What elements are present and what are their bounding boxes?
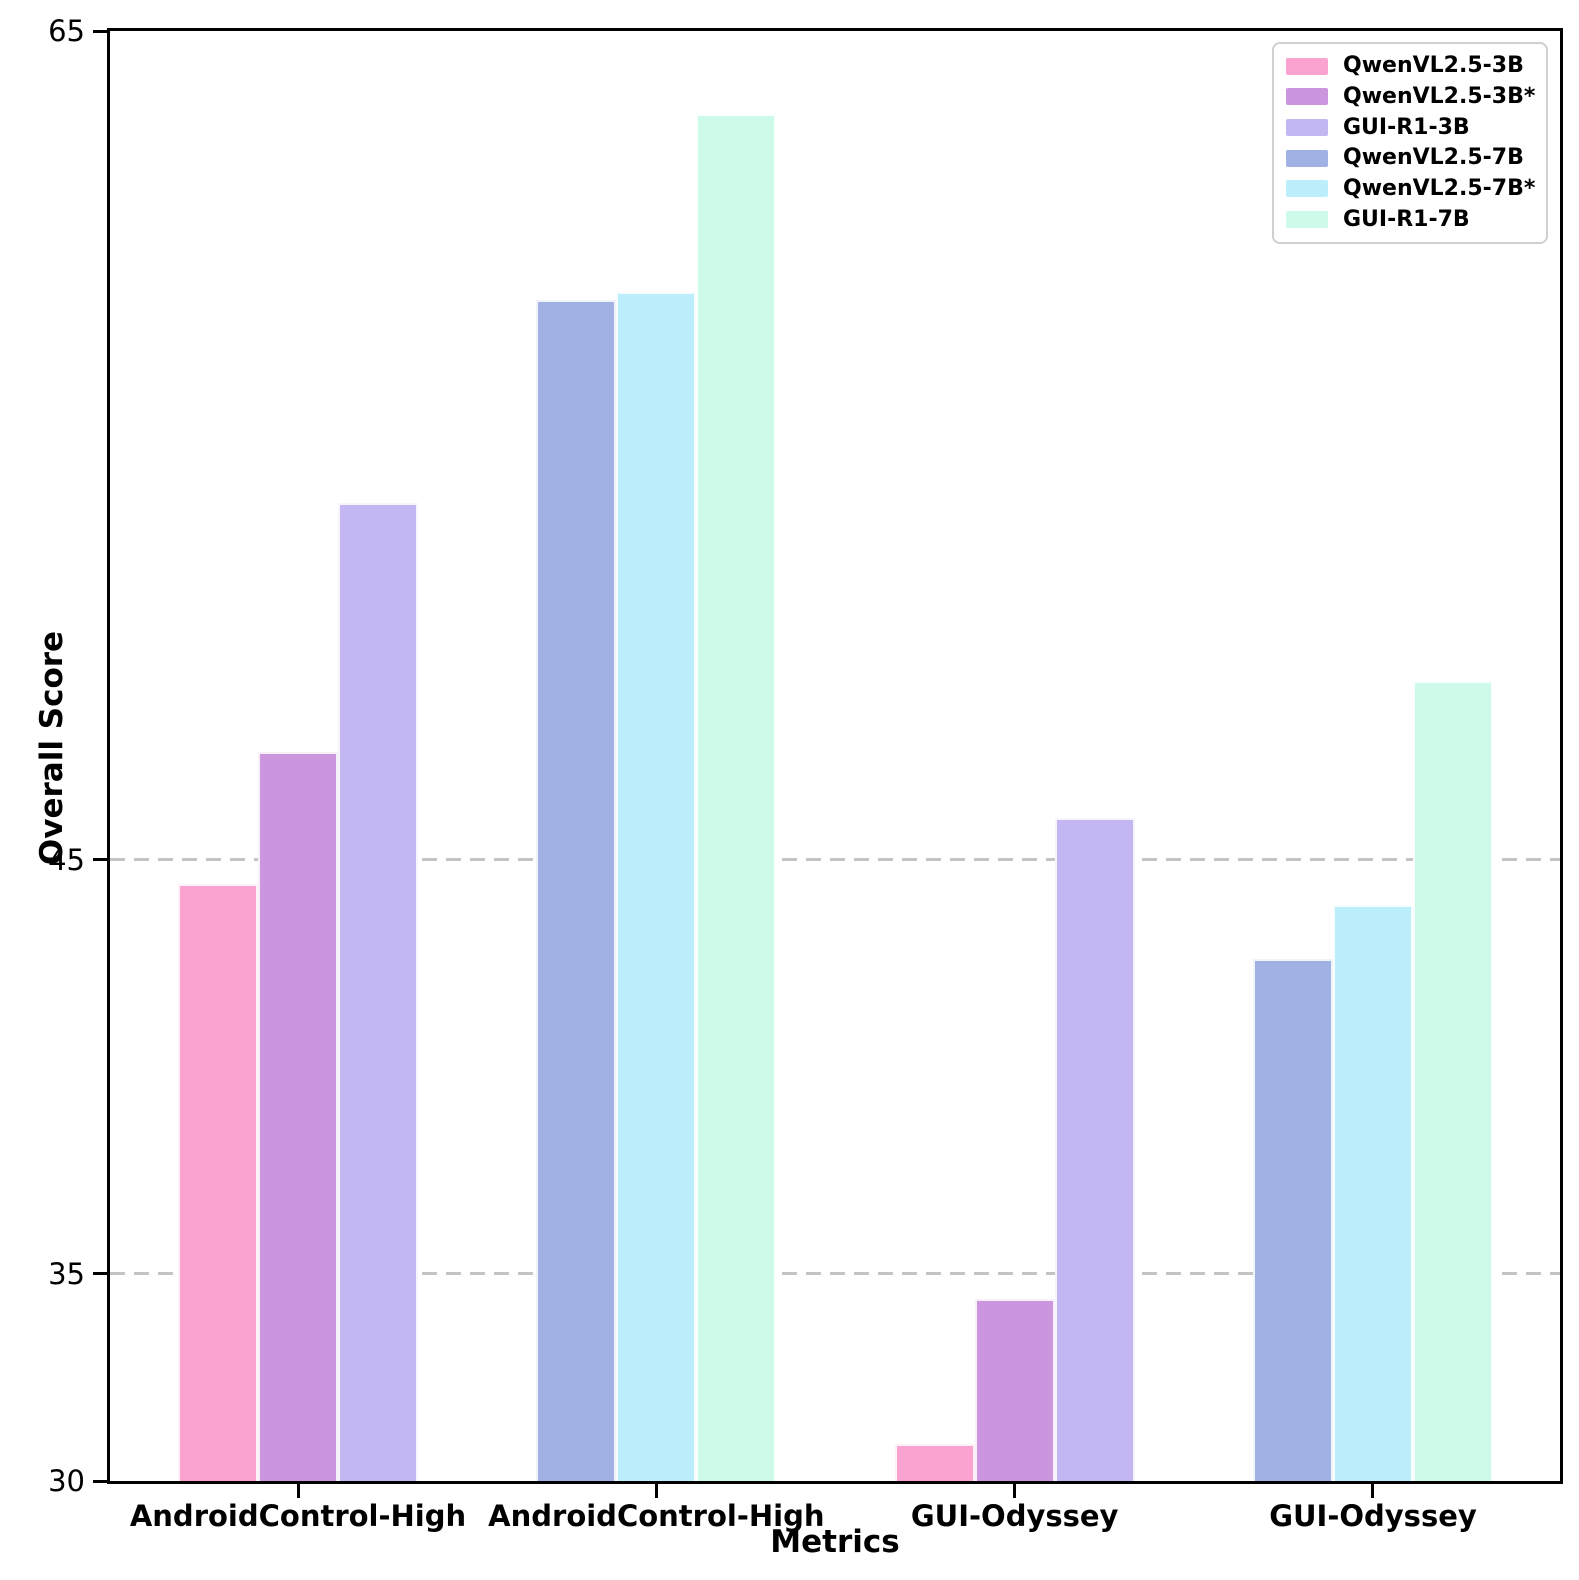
legend-entry-QwenVL2.5-3B: QwenVL2.5-3B [1286, 51, 1534, 81]
bar-QwenVL2.5-3B-AndroidControl-High-0 [178, 884, 258, 1481]
legend-swatch-QwenVL2.5-3B [1286, 57, 1328, 75]
x-axis-title: Metrics [770, 1524, 900, 1560]
legend-label-QwenVL2.5-3B: QwenVL2.5-3B [1343, 53, 1524, 79]
bar-GUI-R1-3B-AndroidControl-High-0 [338, 503, 418, 1481]
legend-label-QwenVL2.5-3B*: QwenVL2.5-3B* [1343, 83, 1536, 109]
legend-entry-QwenVL2.5-3B*: QwenVL2.5-3B* [1286, 82, 1536, 112]
y-tick-label-65: 65 [48, 14, 85, 48]
legend-swatch-QwenVL2.5-3B* [1286, 88, 1328, 106]
y-tick-mark-65 [93, 29, 107, 33]
y-tick-label-30: 30 [48, 1464, 85, 1498]
bar-GUI-R1-7B-AndroidControl-High-1 [696, 113, 777, 1481]
y-tick-label-35: 35 [48, 1256, 85, 1291]
bar-QwenVL2.5-7B-GUI-Odyssey-3 [1252, 959, 1333, 1481]
bar-QwenVL2.5-3B*-GUI-Odyssey-2 [974, 1298, 1055, 1481]
x-tick-mark-2 [1013, 1484, 1017, 1498]
gridline-y-35 [110, 1272, 1560, 1276]
legend: QwenVL2.5-3B QwenVL2.5-3B* GUI-R1-3B QwenVL… [1272, 42, 1548, 244]
bar-QwenVL2.5-7B*-GUI-Odyssey-3 [1332, 905, 1413, 1481]
legend-swatch-QwenVL2.5-7B* [1286, 180, 1328, 198]
x-tick-label-1: AndroidControl-High [488, 1499, 825, 1533]
bar-QwenVL2.5-7B-AndroidControl-High-1 [536, 300, 617, 1481]
legend-entry-GUI-R1-7B: GUI-R1-7B [1286, 205, 1534, 235]
plot-area [107, 28, 1563, 1484]
legend-swatch-GUI-R1-3B [1286, 119, 1328, 137]
legend-label-QwenVL2.5-7B*: QwenVL2.5-7B* [1343, 175, 1536, 201]
legend-swatch-GUI-R1-7B [1286, 211, 1328, 229]
bar-GUI-R1-3B-GUI-Odyssey-2 [1054, 818, 1135, 1481]
bar-QwenVL2.5-7B*-AndroidControl-High-1 [616, 292, 697, 1481]
y-tick-mark-45 [93, 858, 107, 862]
gridline-y-45 [110, 858, 1560, 862]
x-tick-label-2: GUI-Odyssey [910, 1499, 1119, 1533]
x-tick-label-0: AndroidControl-High [129, 1499, 467, 1533]
y-tick-label-45: 45 [48, 842, 85, 877]
legend-entry-GUI-R1-3B: GUI-R1-3B [1286, 113, 1534, 143]
legend-entry-QwenVL2.5-7B: QwenVL2.5-7B [1286, 143, 1534, 173]
x-tick-mark-1 [654, 1484, 658, 1498]
y-tick-mark-30 [93, 1479, 107, 1483]
y-axis-title: Overall Score [34, 630, 70, 866]
legend-label-GUI-R1-3B: GUI-R1-3B [1343, 114, 1470, 140]
y-tick-mark-35 [93, 1272, 107, 1276]
legend-label-QwenVL2.5-7B: QwenVL2.5-7B [1343, 145, 1524, 171]
plot-inner [110, 31, 1560, 1481]
x-tick-mark-0 [296, 1484, 300, 1498]
x-tick-label-3: GUI-Odyssey [1269, 1499, 1477, 1533]
x-tick-mark-3 [1371, 1484, 1375, 1498]
legend-entry-QwenVL2.5-7B*: QwenVL2.5-7B* [1286, 174, 1536, 204]
legend-swatch-QwenVL2.5-7B [1286, 149, 1328, 167]
bar-GUI-R1-7B-GUI-Odyssey-3 [1412, 681, 1493, 1481]
bar-QwenVL2.5-3B-GUI-Odyssey-2 [894, 1443, 975, 1481]
legend-label-GUI-R1-7B: GUI-R1-7B [1343, 206, 1470, 232]
bar-QwenVL2.5-3B*-AndroidControl-High-0 [258, 751, 338, 1481]
